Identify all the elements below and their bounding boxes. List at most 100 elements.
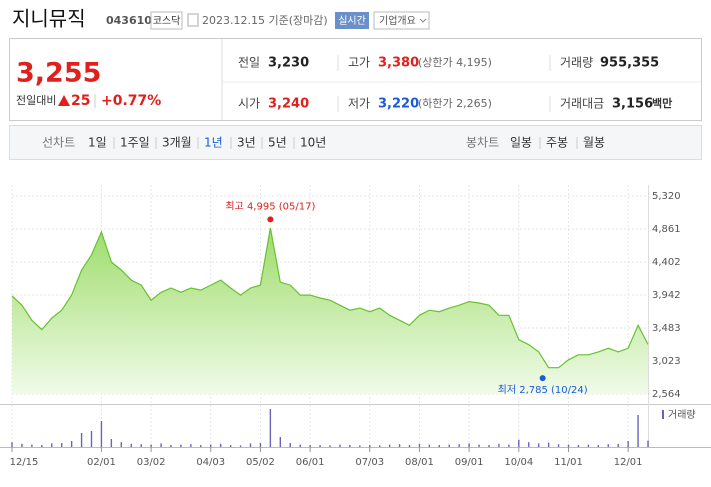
volume-bar: [339, 444, 341, 447]
volume-bar: [100, 421, 103, 447]
y-tick-label: 4,402: [652, 257, 681, 268]
stat-label: 시가: [238, 97, 260, 111]
overview-button[interactable]: [373, 11, 430, 30]
tab[interactable]: 1년: [204, 136, 223, 150]
volume-bar: [309, 445, 311, 447]
volume-bar: [359, 445, 361, 447]
stat-value: 955,355: [600, 56, 659, 71]
x-tick-label: 10/04: [504, 457, 533, 468]
volume-bar: [398, 444, 401, 447]
quote-box: [9, 38, 702, 121]
volume-bar: [130, 443, 132, 447]
y-tick-label: 5,320: [652, 191, 681, 202]
x-tick-label: 11/01: [554, 457, 583, 468]
tab[interactable]: 주봉: [546, 136, 568, 150]
volume-bar: [60, 443, 63, 447]
annotation: 최고 4,995 (05/17): [225, 200, 315, 212]
volume-bar: [448, 444, 450, 447]
tab[interactable]: 일봉: [510, 136, 532, 150]
volume-bar: [587, 444, 590, 447]
stat-value: 3,156: [612, 97, 653, 112]
volume-bar: [498, 443, 500, 447]
stat-label: 거래대금: [560, 97, 604, 111]
volume-bar: [567, 444, 570, 447]
overview[interactable]: 기업개요: [379, 14, 416, 27]
volume-bar: [110, 439, 113, 447]
volume-bar: [259, 443, 262, 447]
tab[interactable]: 1일: [88, 136, 107, 150]
volume-bar: [170, 445, 172, 447]
volume-bar: [21, 443, 23, 447]
annotation-dot: [267, 216, 274, 223]
volume-bar: [160, 443, 162, 447]
market-badge: [150, 11, 183, 30]
volume-bar: [637, 415, 639, 447]
volume-bar: [239, 445, 242, 447]
volume-bar: [369, 445, 371, 447]
stock-code: 043610: [106, 14, 152, 27]
stat-extra: (하한가 2,265): [418, 96, 492, 110]
x-tick-label: 04/03: [196, 457, 225, 468]
volume-bar: [31, 444, 33, 447]
volume-bar: [200, 445, 202, 447]
volume-bar: [597, 445, 600, 447]
tab-label: 봉차트: [466, 136, 499, 150]
y-tick-label: 2,564: [652, 389, 681, 400]
x-tick-label: 07/03: [355, 457, 384, 468]
stat-unit: 백만: [652, 96, 672, 110]
tab[interactable]: 3개월: [162, 136, 192, 150]
volume-label: 거래량: [668, 409, 696, 421]
stat-label: 저가: [348, 97, 370, 111]
stock-name: 지니뮤직: [12, 7, 86, 31]
annotation-dot: [539, 375, 546, 382]
volume-bar: [557, 444, 560, 447]
stat-value: 3,230: [268, 56, 309, 71]
tab-bar: [9, 125, 702, 160]
volume-bar: [269, 409, 272, 447]
price-area: [12, 228, 648, 394]
stat-label: 고가: [348, 56, 370, 70]
stat-label: 거래량: [560, 56, 593, 70]
annotation: 최저 2,785 (10/24): [498, 384, 588, 396]
tab[interactable]: 1주일: [120, 136, 150, 150]
x-tick-label: 05/02: [246, 457, 275, 468]
volume-bar: [329, 445, 331, 447]
volume-bar: [547, 442, 550, 447]
volume-bar: [180, 444, 182, 447]
volume-bar: [190, 444, 192, 447]
volume-bar: [478, 444, 480, 447]
stat-label: 전일: [238, 56, 260, 70]
volume-bar: [537, 443, 540, 447]
volume-bar: [11, 442, 13, 447]
tab[interactable]: 3년: [237, 136, 256, 150]
tab[interactable]: 5년: [268, 136, 287, 150]
volume-bar: [388, 444, 391, 447]
change: 25: [71, 93, 90, 109]
calendar-icon: [187, 13, 199, 27]
price: 3,255: [16, 58, 101, 89]
x-tick-label: 12/01: [614, 457, 643, 468]
volume-bar: [210, 444, 212, 447]
stat-extra: (상한가 4,195): [418, 56, 492, 69]
volume-bar: [279, 437, 282, 447]
volume-bar: [627, 441, 629, 447]
realtime-button[interactable]: [335, 12, 369, 29]
volume-bar: [528, 442, 530, 447]
realtime[interactable]: 실시간: [338, 15, 366, 27]
volume-bar: [607, 444, 609, 447]
volume-bar: [140, 444, 142, 447]
volume-bar: [51, 443, 53, 447]
volume-bar: [378, 445, 381, 447]
tab[interactable]: 월봉: [583, 136, 605, 150]
volume-bar: [229, 445, 232, 447]
price-line: [11, 227, 649, 369]
volume-bar: [120, 442, 123, 447]
volume-bar: [408, 445, 411, 447]
change-label: 전일대비: [16, 93, 56, 107]
volume-bar: [418, 443, 421, 447]
tab-label: 선차트: [42, 136, 75, 150]
volume-bar: [577, 445, 580, 447]
volume-bar: [70, 441, 73, 447]
tab[interactable]: 10년: [300, 136, 326, 150]
y-tick-label: 4,861: [652, 224, 681, 235]
